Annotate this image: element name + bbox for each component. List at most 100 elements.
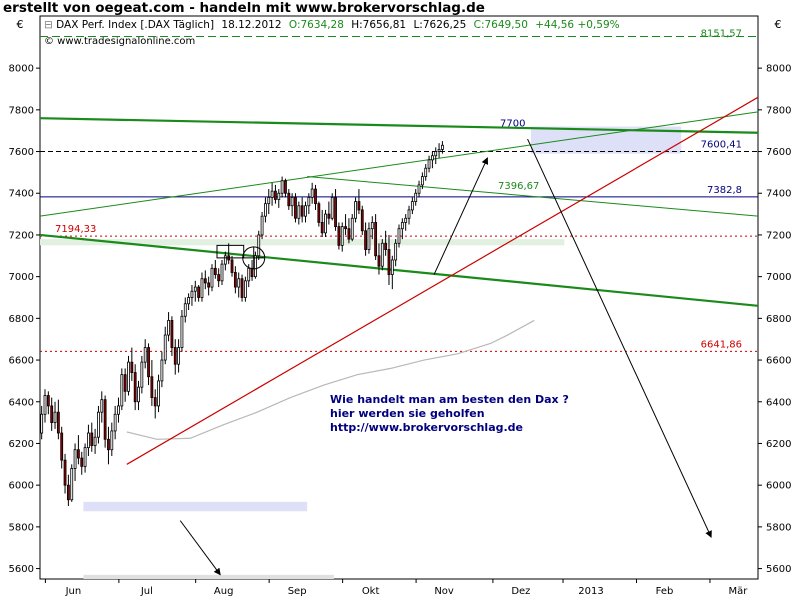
x-tick-label: Feb (656, 586, 674, 597)
candle (150, 376, 154, 398)
y-tick-label-left: 5600 (9, 564, 34, 575)
candle (87, 432, 90, 449)
candle (347, 228, 351, 240)
candle (143, 347, 147, 363)
candle (70, 468, 74, 501)
level-label: 8151,57 (701, 29, 742, 40)
candle (337, 226, 341, 246)
y-tick-label-left: 6200 (9, 439, 34, 450)
candle (157, 380, 160, 407)
candle (357, 201, 361, 211)
candle (274, 190, 277, 200)
currency-symbol-right: € (775, 18, 782, 31)
copyright-label: © www.tradesignalonline.com (44, 36, 195, 47)
candle (46, 395, 50, 407)
info-open: O:7634,28 (289, 19, 344, 31)
candle (414, 192, 418, 202)
arrow-down-projection (527, 138, 712, 538)
candle (53, 411, 57, 424)
level-label: 7396,67 (498, 181, 539, 192)
candle (350, 217, 354, 240)
page-title: erstellt von oegeat.com - handeln mit ww… (3, 0, 485, 16)
y-tick-label-right: 6000 (766, 481, 791, 492)
candle (427, 159, 431, 169)
candle (170, 320, 174, 348)
candle (287, 192, 291, 207)
candle (264, 203, 267, 217)
candle (223, 255, 227, 265)
y-tick-label-left: 8000 (9, 64, 34, 75)
candle (320, 222, 324, 234)
y-tick-label-left: 6600 (9, 356, 34, 367)
arrow-up (433, 157, 489, 275)
candle (153, 397, 157, 407)
candle (40, 413, 44, 434)
candle (250, 267, 254, 278)
candle (397, 228, 401, 244)
red-support-trendline (126, 96, 758, 465)
candle (374, 222, 378, 257)
level-label: 7382,8 (707, 185, 742, 196)
candle (130, 361, 134, 373)
candle (110, 430, 114, 451)
candle (360, 209, 364, 232)
x-tick-label: 2013 (578, 586, 603, 597)
candle (277, 192, 281, 200)
axes: 5600 5600 5800 5800 6000 6000 6200 6200 6400 6400… (9, 64, 792, 597)
instrument-label: DAX Perf. Index [.DAX Täglich] (56, 19, 214, 31)
candle (434, 151, 438, 157)
candle (304, 205, 307, 217)
candle (394, 242, 398, 261)
info-low: L:7626,25 (413, 19, 466, 31)
y-tick-label-right: 8000 (766, 64, 791, 75)
candle (203, 278, 207, 284)
candle (327, 213, 331, 219)
candle (220, 263, 224, 282)
candle (120, 374, 124, 407)
currency-symbol-left: € (17, 18, 24, 31)
candle (420, 176, 424, 186)
falling-channel-line (307, 176, 758, 217)
info-line: ⊟ DAX Perf. Index [.DAX Täglich] 18.12.2… (44, 19, 620, 31)
candle (123, 374, 127, 392)
candle (43, 395, 47, 415)
candle (60, 432, 64, 461)
candle (207, 282, 211, 288)
info-date: 18.12.2012 (221, 19, 281, 31)
x-tick-label: Nov (434, 586, 454, 597)
candle (183, 303, 187, 317)
y-tick-label-right: 6400 (766, 397, 791, 408)
candle (307, 197, 311, 207)
candle (364, 230, 368, 250)
candle (260, 215, 264, 236)
candle (290, 197, 294, 207)
candle (384, 242, 388, 250)
candle (344, 226, 347, 230)
candle (380, 242, 384, 267)
candle (213, 267, 217, 275)
support-trendline-lower (40, 233, 758, 307)
candle (217, 274, 221, 282)
y-tick-label-left: 5800 (9, 522, 34, 533)
x-tick-label: Aug (214, 586, 234, 597)
candle (417, 184, 421, 194)
candle (66, 484, 70, 501)
candle (93, 436, 97, 446)
candle (56, 411, 60, 434)
plot-area (39, 15, 759, 580)
info-close: C:7649,50 (474, 19, 528, 31)
annotation-line-3: http://www.brokervorschlag.de (330, 421, 523, 434)
candle (107, 438, 110, 451)
annotation-line-1: Wie handelt man am besten den Dax ? (330, 393, 569, 406)
candle (173, 347, 177, 365)
x-tick-label: Sep (288, 586, 307, 597)
y-tick-label-left: 6000 (9, 481, 34, 492)
candle (100, 399, 104, 413)
plot-layer (40, 36, 758, 579)
resistance-trendline-upper (40, 117, 758, 134)
support-zone (40, 239, 565, 246)
candle (210, 267, 214, 288)
candle (63, 459, 67, 486)
rising-channel-line (40, 111, 758, 217)
